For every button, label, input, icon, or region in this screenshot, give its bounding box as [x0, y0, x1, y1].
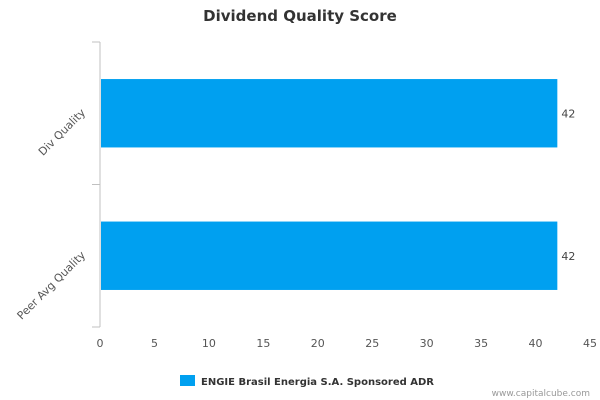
data-labels: 42 42: [561, 107, 575, 263]
data-label: 42: [561, 250, 575, 263]
x-tick-label: 0: [97, 337, 104, 350]
x-tick-label: 10: [202, 337, 216, 350]
legend-label: ENGIE Brasil Energia S.A. Sponsored ADR: [201, 377, 434, 388]
category-labels: Div Quality Peer Avg Quality: [15, 106, 89, 322]
legend-swatch: [180, 375, 195, 386]
credit-text: www.capitalcube.com: [492, 389, 590, 399]
x-tick-label: 15: [256, 337, 270, 350]
x-tick-label: 45: [583, 337, 597, 350]
chart-title: Dividend Quality Score: [203, 7, 397, 25]
category-label: Peer Avg Quality: [15, 248, 89, 322]
bar: [101, 79, 558, 148]
bars: [101, 79, 558, 290]
data-label: 42: [561, 107, 575, 120]
x-tick-label: 30: [420, 337, 434, 350]
chart-axes: [92, 41, 101, 328]
category-label: Div Quality: [36, 106, 89, 159]
bar: [101, 221, 558, 290]
legend[interactable]: ENGIE Brasil Energia S.A. Sponsored ADR: [180, 375, 434, 388]
x-tick-label: 5: [151, 337, 158, 350]
x-tick-label: 20: [311, 337, 325, 350]
x-tick-label: 25: [365, 337, 379, 350]
x-tick-label: 35: [474, 337, 488, 350]
x-tick-label: 40: [529, 337, 543, 350]
x-axis-ticks: 0 5 10 15 20 25 30 35 40 45: [97, 337, 598, 350]
